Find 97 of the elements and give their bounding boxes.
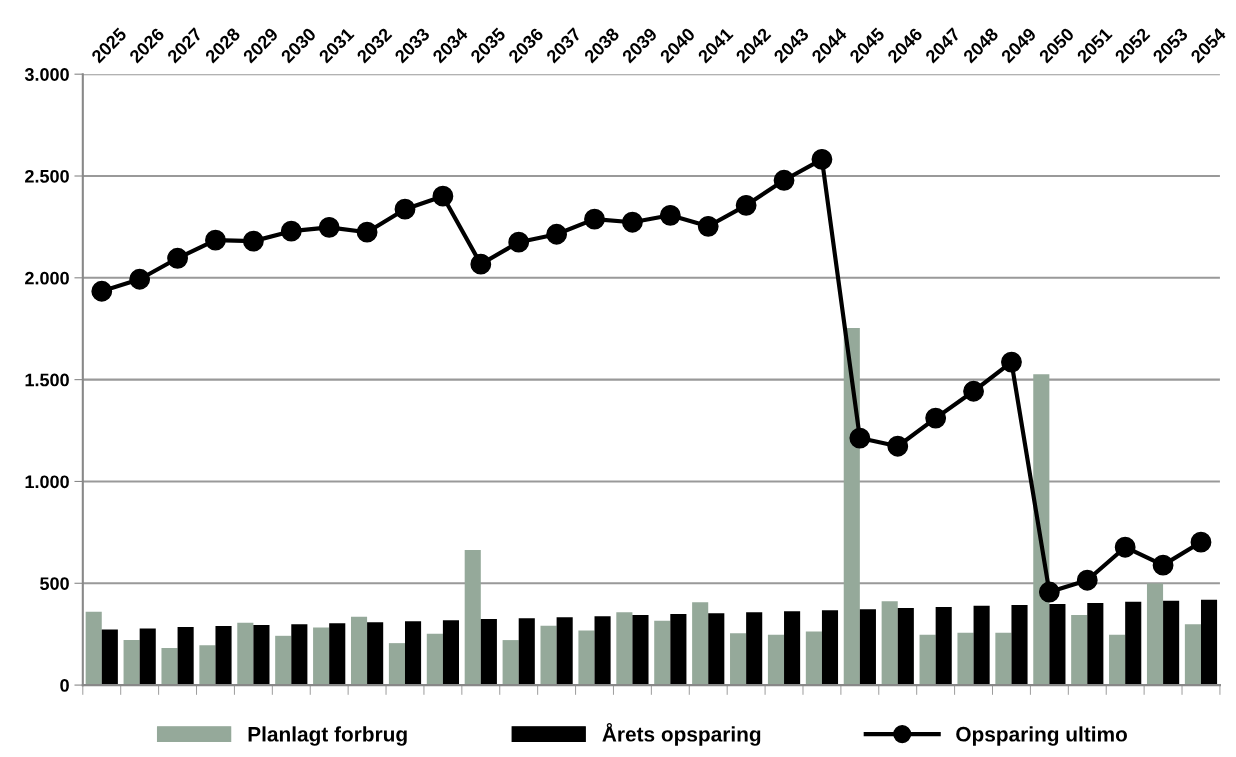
bar	[85, 611, 102, 686]
point	[470, 253, 492, 275]
legend-label: Opsparing ultimo	[956, 726, 1127, 746]
y-tick-label: 2.500	[25, 169, 69, 183]
bar	[329, 623, 346, 686]
bar	[464, 550, 481, 686]
point	[1076, 569, 1098, 591]
bar	[784, 611, 801, 686]
point	[129, 268, 151, 290]
point	[925, 407, 947, 429]
bar	[161, 648, 178, 686]
point	[1190, 531, 1212, 553]
point	[811, 148, 833, 170]
bar	[881, 601, 898, 686]
bar	[177, 627, 194, 686]
bar	[746, 612, 763, 686]
y-tick-label: 3.000	[24, 68, 69, 81]
point	[735, 194, 757, 216]
y-tick-label: 0	[60, 679, 69, 692]
bar	[859, 609, 876, 686]
bar	[973, 605, 990, 686]
point	[697, 215, 719, 237]
bar	[1109, 634, 1126, 686]
point	[622, 211, 643, 233]
bar	[805, 631, 822, 686]
bar	[291, 624, 308, 686]
bar	[367, 622, 384, 686]
point	[508, 231, 530, 253]
bar	[253, 625, 270, 686]
bar	[1184, 624, 1201, 686]
point	[1152, 554, 1174, 576]
bar	[1146, 583, 1164, 686]
y-tick-label: 500	[40, 577, 69, 590]
bar	[275, 635, 292, 686]
point	[394, 198, 416, 220]
bar	[101, 629, 118, 686]
point	[963, 380, 984, 402]
point	[887, 435, 909, 457]
legend-label: Årets opsparing	[602, 723, 761, 746]
bar	[654, 620, 671, 686]
point	[584, 208, 605, 230]
bar	[123, 640, 140, 686]
bar	[199, 645, 216, 686]
bar	[919, 634, 936, 686]
bar	[502, 640, 519, 686]
legend-label: Planlagt forbrug	[248, 726, 407, 746]
y-tick-label: 1.500	[25, 373, 69, 387]
bar	[215, 626, 232, 686]
point	[1038, 581, 1060, 603]
bar	[730, 633, 747, 686]
bar	[897, 608, 914, 686]
bar	[632, 615, 649, 686]
point	[1001, 351, 1022, 373]
bar	[692, 602, 709, 686]
bar	[1163, 600, 1180, 686]
bar	[616, 612, 633, 686]
bar	[1200, 599, 1218, 686]
bar	[1087, 603, 1104, 686]
point	[167, 247, 188, 269]
point	[356, 221, 378, 243]
bar	[426, 633, 443, 686]
point	[280, 220, 302, 242]
point	[773, 169, 795, 191]
y-tick-label: 2.000	[25, 271, 69, 285]
point	[432, 185, 454, 207]
bar	[957, 632, 974, 686]
bar	[556, 617, 573, 686]
bar	[350, 616, 368, 686]
bar	[767, 634, 785, 686]
bar	[995, 632, 1012, 686]
point	[849, 427, 871, 449]
bar	[708, 613, 725, 686]
bar	[821, 610, 839, 686]
point	[546, 223, 568, 245]
point	[205, 229, 226, 251]
point	[91, 280, 113, 302]
bar	[540, 625, 557, 686]
point	[1114, 536, 1136, 558]
point	[242, 230, 264, 252]
bar	[139, 628, 156, 686]
y-tick-label: 1.000	[25, 475, 69, 489]
bar	[405, 621, 422, 686]
bar	[935, 607, 952, 686]
point	[659, 204, 681, 226]
bar	[1125, 601, 1142, 686]
bar	[670, 614, 687, 686]
bar	[518, 618, 535, 686]
bar	[594, 616, 611, 686]
bar	[1011, 605, 1028, 686]
point	[318, 216, 340, 238]
bar	[1071, 615, 1088, 686]
bar	[388, 643, 405, 686]
bar	[578, 630, 595, 686]
bar	[237, 622, 254, 686]
bar	[313, 627, 330, 686]
bar	[480, 619, 497, 686]
bar	[442, 620, 460, 686]
